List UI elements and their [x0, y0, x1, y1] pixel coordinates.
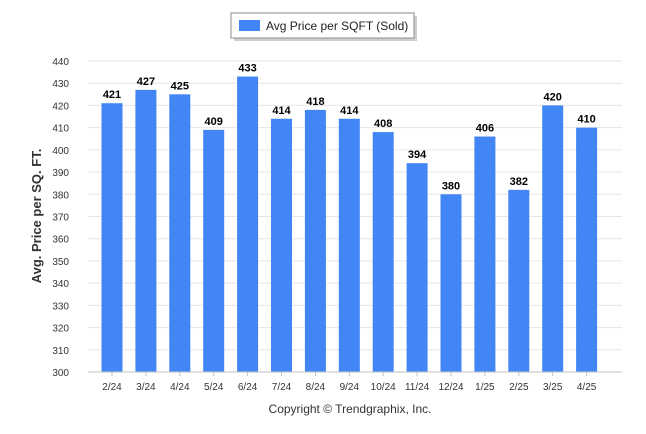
bar — [338, 118, 360, 372]
data-label: 406 — [476, 123, 494, 135]
data-label: 414 — [272, 105, 291, 117]
bar — [440, 194, 462, 372]
x-tick-label: 6/24 — [238, 382, 258, 393]
y-tick-label: 310 — [52, 346, 69, 357]
data-label: 408 — [374, 118, 392, 130]
data-label: 382 — [510, 176, 528, 188]
data-label: 427 — [137, 76, 155, 88]
data-label: 433 — [238, 63, 256, 75]
bar — [576, 127, 598, 373]
bar — [372, 132, 394, 372]
y-tick-label: 410 — [52, 124, 69, 135]
legend: Avg Price per SQFT (Sold) — [230, 12, 417, 41]
x-tick-label: 4/24 — [170, 382, 190, 393]
y-tick-label: 420 — [52, 101, 69, 112]
x-tick-label: 11/24 — [405, 382, 430, 393]
x-tick-label: 5/24 — [204, 382, 224, 393]
bar — [406, 163, 428, 372]
y-tick-label: 430 — [52, 79, 69, 90]
bar — [101, 103, 123, 372]
y-axis-title: Avg. Price per SQ. FT. — [29, 149, 44, 284]
bar — [542, 105, 564, 372]
data-label: 418 — [306, 96, 324, 108]
bars — [101, 76, 598, 373]
bar — [169, 94, 191, 373]
y-axis-ticks: 300 310 320 330 340 350 360 370 380 390 400 410 420 4… — [52, 57, 69, 379]
bar — [237, 76, 259, 373]
x-tick-label: 7/24 — [272, 382, 292, 393]
x-tick-label: 3/25 — [543, 382, 563, 393]
x-tick-label: 1/25 — [475, 382, 495, 393]
x-tick-label: 8/24 — [306, 382, 326, 393]
copyright-text: Copyright © Trendgraphix, Inc. — [269, 402, 432, 416]
y-tick-label: 370 — [52, 213, 69, 224]
y-tick-label: 390 — [52, 168, 69, 179]
x-tick-label: 4/25 — [577, 382, 597, 393]
bar — [203, 129, 225, 372]
data-label: 409 — [205, 116, 223, 128]
y-tick-label: 400 — [52, 146, 69, 157]
y-tick-label: 360 — [52, 235, 69, 246]
y-tick-label: 380 — [52, 190, 69, 201]
x-tick-label: 3/24 — [136, 382, 156, 393]
bar — [271, 118, 292, 372]
data-label: 420 — [544, 91, 562, 103]
y-tick-label: 350 — [52, 257, 69, 268]
x-tick-label: 2/25 — [509, 382, 529, 393]
data-label: 414 — [340, 105, 359, 117]
x-tick-label: 2/24 — [102, 382, 122, 393]
bar — [135, 89, 157, 372]
legend-swatch — [239, 20, 260, 31]
y-tick-label: 340 — [52, 279, 69, 290]
y-tick-label: 320 — [52, 324, 69, 335]
data-label: 394 — [408, 149, 427, 161]
x-tick-label: 12/24 — [438, 382, 463, 393]
y-tick-label: 330 — [52, 301, 69, 312]
data-label: 425 — [171, 80, 189, 92]
x-axis-ticks: 2/24 3/24 4/24 5/24 6/24 7/24 8/24 9/24 10/24 11/… — [102, 372, 597, 393]
x-tick-label: 9/24 — [340, 382, 360, 393]
data-labels: 421 427 425 409 433 414 418 414 408 394 380 406 382 4… — [103, 63, 596, 193]
data-label: 410 — [577, 114, 595, 126]
data-label: 421 — [103, 89, 121, 101]
data-label: 380 — [442, 180, 460, 192]
x-tick-label: 10/24 — [371, 382, 396, 393]
y-tick-label: 300 — [52, 368, 69, 379]
bar — [508, 189, 530, 372]
y-tick-label: 440 — [52, 57, 69, 68]
legend-label: Avg Price per SQFT (Sold) — [266, 19, 408, 33]
bar — [304, 109, 326, 372]
bar — [474, 136, 496, 372]
